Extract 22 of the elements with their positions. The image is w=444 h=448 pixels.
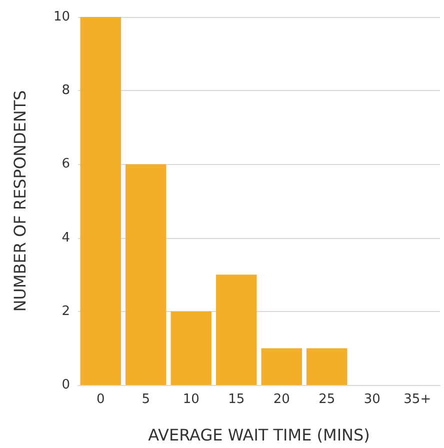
bar <box>80 17 121 385</box>
x-tick-label: 20 <box>273 392 290 407</box>
y-tick-label: 0 <box>62 378 70 392</box>
bar <box>306 348 348 385</box>
y-tick-label: 2 <box>62 304 70 319</box>
bar <box>261 348 302 385</box>
y-tick-label: 6 <box>62 156 70 172</box>
x-tick-label: 10 <box>182 392 200 407</box>
x-tick-label: 30 <box>364 392 380 407</box>
x-tick-label: 15 <box>228 392 245 407</box>
bar <box>216 274 257 385</box>
y-tick-label: 8 <box>62 83 70 98</box>
y-tick-label: 4 <box>62 230 70 246</box>
bar <box>170 311 212 385</box>
y-tick-label: 10 <box>53 10 70 24</box>
x-tick-label: 35+ <box>404 392 432 407</box>
y-axis-title: NUMBER OF RESPONDENTS <box>10 90 30 312</box>
x-tick-label: 0 <box>96 392 105 407</box>
x-tick-label: 25 <box>318 392 336 407</box>
bar <box>126 164 166 385</box>
x-tick-label: 5 <box>142 392 150 407</box>
x-axis-title: AVERAGE WAIT TIME (MINS) <box>148 426 370 444</box>
